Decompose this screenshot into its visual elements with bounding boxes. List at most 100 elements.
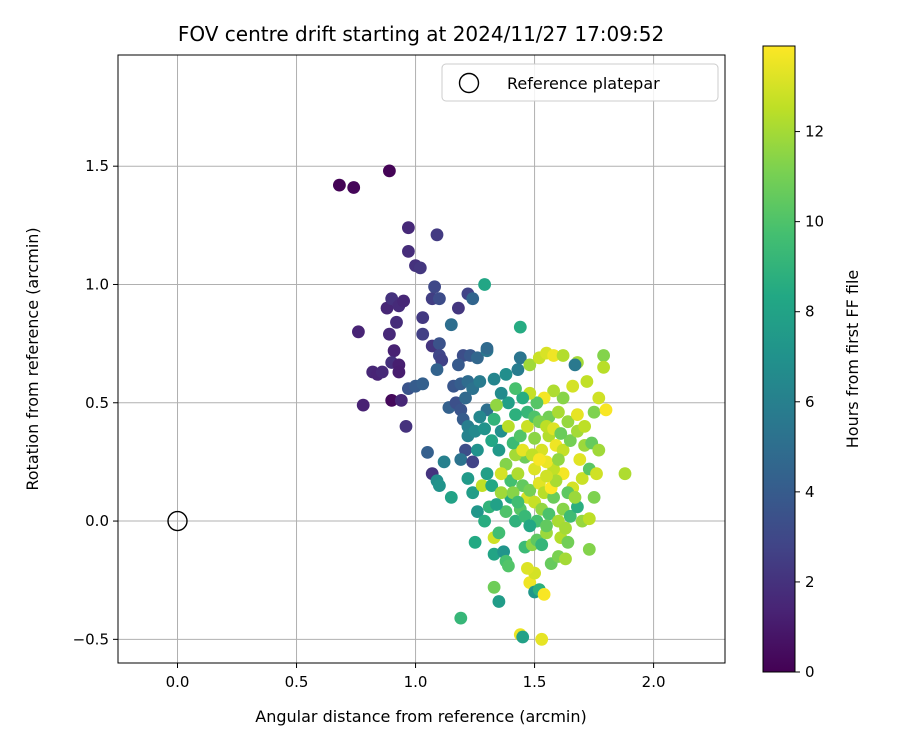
data-point [513,320,527,334]
y-axis: −0.5 0.0 0.5 1.0 1.5 [73,157,118,648]
x-tick-label: 0.0 [166,673,190,691]
colorbar-tick-label: 10 [805,213,824,231]
data-point [566,379,580,393]
data-point [552,453,565,466]
data-point [454,453,468,466]
data-point [392,365,406,379]
colorbar-tick-label: 4 [805,483,815,501]
data-point [487,580,501,594]
data-point [433,337,446,350]
data-point [347,181,361,194]
data-point [480,467,494,481]
chart-title: FOV centre drift starting at 2024/11/27 … [178,22,664,46]
data-point [473,375,487,388]
data-point [554,427,568,440]
data-point [499,368,513,381]
data-point [433,292,446,306]
x-tick-label: 1.0 [404,673,428,691]
data-point [402,245,415,258]
data-point [511,467,525,481]
data-point [590,467,603,481]
data-point [399,420,413,433]
data-point [430,363,444,376]
data-point [375,365,389,379]
data-point [492,595,506,608]
data-point [516,391,530,405]
data-point [523,519,537,533]
data-point [516,443,530,457]
data-point [597,349,610,362]
data-point [582,543,596,556]
data-point [485,479,499,492]
data-point [383,164,396,178]
data-point [433,479,446,492]
data-point [537,588,551,601]
data-point [475,479,489,492]
data-point [352,325,365,339]
colorbar: 0 2 4 6 8 10 12 Hours from first FF file [762,45,862,681]
colorbar-ticks: 0 2 4 6 8 10 12 [795,123,824,681]
legend: Reference platepar [441,63,719,102]
data-point [333,178,346,192]
data-point [523,576,537,589]
data-point [492,526,506,540]
data-point [499,457,513,471]
colorbar-tick-label: 12 [805,123,824,141]
data-point [561,415,575,429]
data-point [487,412,501,426]
data-point [390,315,403,329]
legend-reference-icon [458,72,480,94]
data-point [532,453,546,466]
data-point [416,327,430,341]
data-point [509,514,522,528]
data-point [387,344,401,358]
data-point [506,486,520,500]
data-point [416,377,430,391]
data-point [452,358,465,372]
data-point [580,375,594,388]
data-point [552,405,565,419]
x-tick-label: 2.0 [642,673,666,691]
data-point [452,301,465,315]
colorbar-tick-label: 8 [805,303,815,321]
data-point [461,472,475,485]
data-point [430,228,444,242]
data-point [356,398,370,412]
y-tick-label: 1.0 [85,275,109,293]
data-point [494,486,508,500]
data-point [518,509,532,523]
plot-frame [117,54,726,664]
data-point [509,408,522,421]
legend-box [441,63,719,102]
data-point [578,420,591,433]
x-axis: 0.0 0.5 1.0 1.5 2.0 [166,663,666,691]
data-point [471,505,484,518]
data-point [592,443,606,457]
data-point [592,391,606,405]
data-point [511,495,525,509]
data-point [478,514,491,528]
data-point [547,384,560,398]
data-point [402,221,415,235]
y-tick-label: −0.5 [73,630,109,648]
data-point [502,420,515,433]
data-point [513,351,527,365]
grid-lines [118,55,725,663]
reference-marker-group [167,510,188,532]
data-point [509,382,522,395]
data-point [394,394,408,407]
data-point [480,342,494,355]
data-point [466,486,480,500]
data-point [466,292,480,306]
colorbar-tick-label: 6 [805,393,815,411]
data-point [421,446,434,459]
data-point [528,431,541,445]
data-point [428,280,441,294]
data-point [568,358,582,372]
data-point [575,472,589,485]
data-point [521,562,534,575]
data-point [459,391,472,405]
data-point [494,467,508,481]
data-point [540,469,553,483]
data-point [523,358,537,372]
